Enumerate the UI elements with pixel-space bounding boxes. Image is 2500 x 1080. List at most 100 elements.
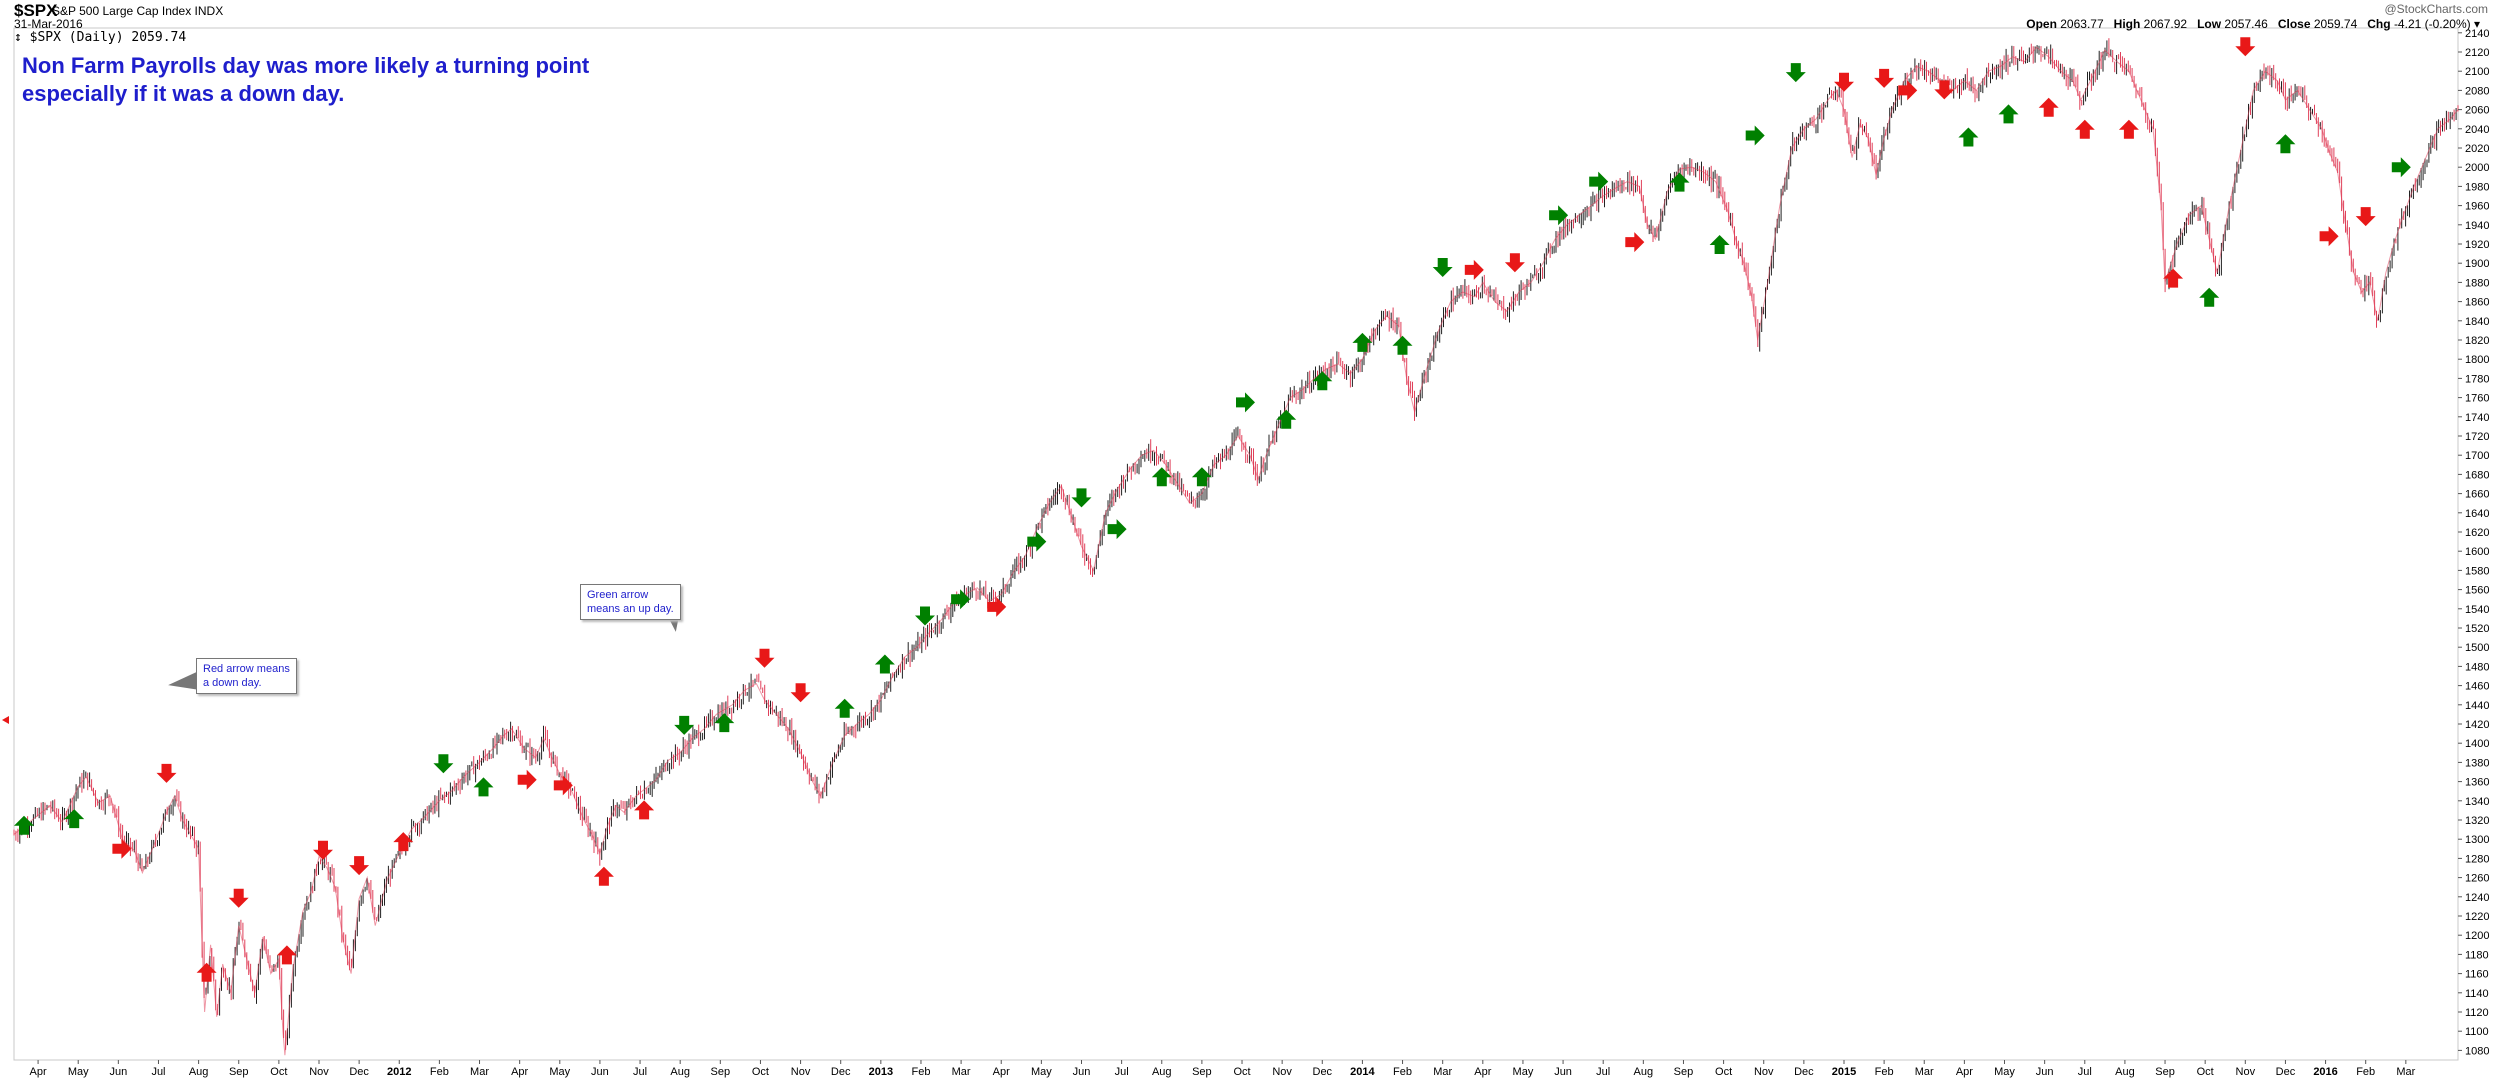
chart-annotation: Non Farm Payrolls day was more likely a … bbox=[22, 52, 589, 108]
y-tick-label: 1560 bbox=[2465, 585, 2489, 597]
callout-green-line-1: Green arrow bbox=[587, 589, 649, 601]
green-arrow-down-icon bbox=[915, 606, 935, 626]
green-arrow-right-icon bbox=[1236, 392, 1255, 413]
red-arrow-up-icon bbox=[2038, 97, 2059, 117]
x-tick-label: Jul bbox=[2078, 1066, 2092, 1078]
x-tick-label: Jul bbox=[1115, 1066, 1129, 1078]
x-tick-label: Aug bbox=[670, 1066, 690, 1078]
red-arrow-right-icon bbox=[1898, 80, 1918, 101]
y-tick-label: 1620 bbox=[2465, 527, 2489, 539]
x-tick-label: Oct bbox=[1233, 1066, 1250, 1078]
y-tick-label: 1500 bbox=[2465, 642, 2489, 654]
y-tick-label: 1580 bbox=[2465, 565, 2489, 577]
red-arrow-up-icon bbox=[276, 945, 297, 965]
x-tick-label: Mar bbox=[1433, 1066, 1452, 1078]
y-tick-label: 1260 bbox=[2465, 873, 2489, 885]
y-tick-label: 1120 bbox=[2465, 1007, 2489, 1019]
x-tick-label: Jul bbox=[1596, 1066, 1610, 1078]
x-tick-label: Apr bbox=[511, 1066, 528, 1078]
y-tick-label: 2080 bbox=[2465, 85, 2489, 97]
x-tick-label: Jun bbox=[591, 1066, 609, 1078]
red-arrow-up-icon bbox=[2118, 119, 2139, 139]
red-arrow-down-icon bbox=[1834, 72, 1854, 92]
green-arrow-up-icon bbox=[1669, 172, 1690, 192]
callout-green-arrow: Green arrow means an up day. bbox=[580, 584, 681, 620]
y-tick-label: 1180 bbox=[2465, 949, 2489, 961]
x-tick-label: May bbox=[1994, 1066, 2015, 1078]
y-tick-label: 1740 bbox=[2465, 412, 2489, 424]
x-tick-label: Nov bbox=[2236, 1066, 2256, 1078]
x-tick-label: Nov bbox=[1754, 1066, 1774, 1078]
y-tick-label: 2120 bbox=[2465, 47, 2489, 59]
annotation-line-2: especially if it was a down day. bbox=[22, 81, 345, 106]
low-value: 2057.46 bbox=[2224, 17, 2268, 31]
y-tick-label: 1380 bbox=[2465, 757, 2489, 769]
y-tick-label: 1660 bbox=[2465, 489, 2489, 501]
red-arrow-down-icon bbox=[2355, 207, 2376, 227]
green-arrow-up-icon bbox=[1352, 332, 1373, 352]
y-tick-label: 2020 bbox=[2465, 143, 2489, 155]
x-tick-label: 2013 bbox=[869, 1066, 893, 1078]
x-tick-label: Sep bbox=[1674, 1066, 1694, 1078]
x-tick-label: Mar bbox=[2396, 1066, 2415, 1078]
green-arrow-up-icon bbox=[1392, 335, 1413, 355]
x-tick-label: Jul bbox=[633, 1066, 647, 1078]
red-arrow-down-icon bbox=[156, 763, 177, 783]
x-tick-label: 2014 bbox=[1350, 1066, 1375, 1078]
x-tick-label: Nov bbox=[1272, 1066, 1292, 1078]
green-arrow-up-icon bbox=[714, 713, 735, 733]
y-tick-label: 1860 bbox=[2465, 297, 2489, 309]
green-arrow-right-icon bbox=[1589, 171, 1609, 192]
green-arrow-right-icon bbox=[1549, 205, 1569, 226]
symbol-name: S&P 500 Large Cap Index INDX bbox=[52, 4, 224, 18]
green-arrow-up-icon bbox=[1998, 104, 2019, 124]
red-arrow-up-icon bbox=[196, 962, 217, 982]
callout-green-line-2: means an up day. bbox=[587, 603, 674, 615]
y-tick-label: 1360 bbox=[2465, 777, 2489, 789]
x-tick-label: Sep bbox=[2155, 1066, 2175, 1078]
x-tick-label: Mar bbox=[952, 1066, 971, 1078]
symbol-ticker: $SPX bbox=[14, 1, 58, 20]
y-tick-label: 1080 bbox=[2465, 1045, 2489, 1057]
red-arrow-right-icon bbox=[1625, 232, 1645, 253]
x-tick-label: Feb bbox=[2356, 1066, 2375, 1078]
x-tick-label: Mar bbox=[1915, 1066, 1934, 1078]
green-arrow-up-icon bbox=[1958, 127, 1979, 147]
x-tick-label: Feb bbox=[430, 1066, 449, 1078]
red-arrow-down-icon bbox=[313, 840, 333, 860]
green-arrow-up-icon bbox=[473, 777, 494, 797]
green-arrow-up-icon bbox=[1276, 409, 1297, 429]
y-tick-label: 1680 bbox=[2465, 469, 2489, 481]
green-arrow-down-icon bbox=[1785, 63, 1806, 83]
date-axis: Apr May Jun Jul Aug Sep Oct Nov Dec 2012 Feb Mar Apr… bbox=[30, 1060, 2416, 1078]
x-tick-label: Apr bbox=[30, 1066, 47, 1078]
red-arrow-right-icon bbox=[553, 775, 573, 796]
y-tick-label: 1840 bbox=[2465, 316, 2489, 328]
high-value: 2067.92 bbox=[2143, 17, 2188, 31]
y-tick-label: 2140 bbox=[2465, 28, 2489, 40]
green-arrow-right-icon bbox=[951, 589, 971, 610]
x-tick-label: Dec bbox=[349, 1066, 369, 1078]
x-tick-label: Mar bbox=[470, 1066, 489, 1078]
x-tick-label: Jun bbox=[2036, 1066, 2054, 1078]
x-tick-label: Oct bbox=[270, 1066, 287, 1078]
y-tick-label: 1700 bbox=[2465, 450, 2489, 462]
green-arrow-up-icon bbox=[1312, 371, 1333, 391]
green-arrow-right-icon bbox=[1027, 531, 1047, 552]
stockcharts-watermark: @StockCharts.com bbox=[2384, 2, 2488, 16]
x-tick-label: Apr bbox=[993, 1066, 1010, 1078]
x-tick-label: Sep bbox=[1192, 1066, 1212, 1078]
y-tick-label: 1300 bbox=[2465, 834, 2489, 846]
y-tick-label: 1880 bbox=[2465, 277, 2489, 289]
red-arrow-right-icon bbox=[2319, 226, 2339, 247]
y-tick-label: 1920 bbox=[2465, 239, 2489, 251]
x-tick-label: Jun bbox=[109, 1066, 127, 1078]
x-tick-label: Oct bbox=[2197, 1066, 2214, 1078]
open-label: Open bbox=[2026, 17, 2057, 31]
y-tick-label: 1900 bbox=[2465, 258, 2489, 270]
plot-frame bbox=[13, 27, 2459, 1061]
x-tick-label: Feb bbox=[1875, 1066, 1894, 1078]
x-tick-label: Dec bbox=[831, 1066, 851, 1078]
red-arrow-down-icon bbox=[2235, 37, 2256, 57]
